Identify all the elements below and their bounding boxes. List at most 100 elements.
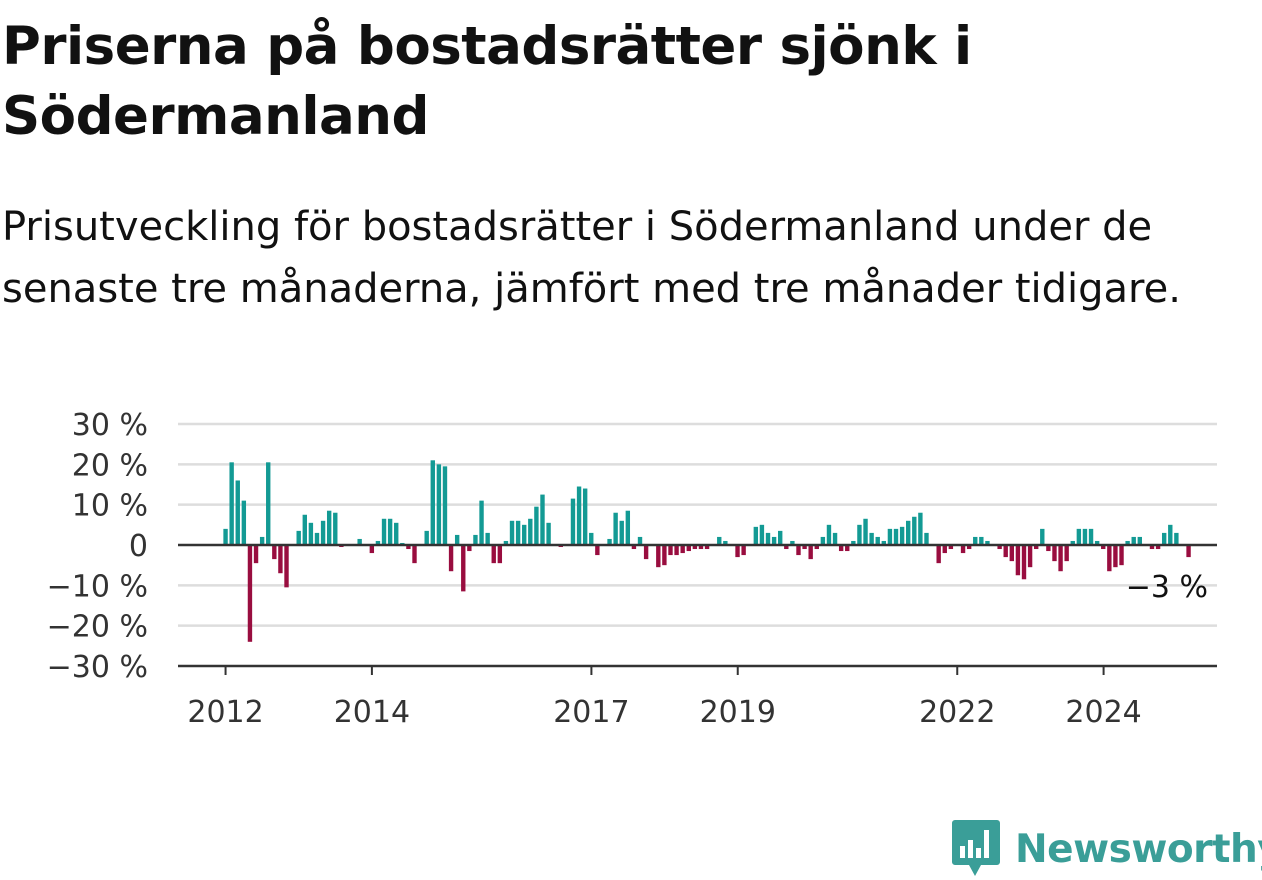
bar: [375, 540, 381, 545]
bar: [784, 545, 789, 550]
bar: [1101, 545, 1106, 550]
bar: [771, 536, 777, 545]
bar: [320, 520, 326, 545]
bar: [522, 524, 527, 545]
bar: [832, 532, 838, 545]
bar: [369, 545, 375, 554]
bar: [887, 528, 893, 545]
bar: [394, 522, 399, 545]
bar: [1094, 540, 1100, 545]
bar: [241, 500, 247, 545]
bar: [247, 545, 253, 642]
bar: [381, 518, 387, 545]
bar: [223, 528, 228, 545]
bar: [790, 540, 795, 545]
bar: [412, 545, 417, 564]
y-tick-label: 20 %: [72, 448, 148, 483]
bar: [631, 545, 637, 550]
bar: [1027, 545, 1033, 568]
bar: [454, 534, 460, 545]
bar: [259, 536, 265, 545]
y-tick-label: 0: [129, 529, 148, 564]
bar: [442, 466, 448, 545]
bar: [899, 526, 905, 545]
bar: [973, 536, 978, 545]
bar: [1021, 545, 1027, 580]
bar: [881, 540, 887, 545]
bar: [851, 540, 856, 545]
bar: [1168, 524, 1173, 545]
bar: [235, 480, 240, 545]
bar: [1113, 545, 1118, 568]
x-tick-label: 2012: [187, 695, 263, 730]
bar: [906, 520, 911, 545]
bar: [820, 536, 826, 545]
bar: [1155, 545, 1161, 550]
bar: [924, 532, 929, 545]
bar: [1003, 545, 1008, 558]
bar: [1107, 545, 1112, 572]
x-axis-ticks: 2012 2014 2017 2019 2022 2024: [187, 666, 1142, 730]
bar: [1034, 545, 1039, 550]
bar: [875, 536, 880, 545]
bar: [796, 545, 801, 556]
bar: [680, 545, 685, 554]
y-tick-label: 30 %: [72, 408, 148, 443]
bar: [814, 545, 819, 550]
bar: [473, 534, 478, 545]
chart-title: Priserna på bostadsrätter sjönk i Söderm…: [2, 16, 972, 147]
latest-value-annotation: −3 %: [1126, 570, 1208, 605]
bar: [302, 514, 307, 545]
bar: [1070, 540, 1075, 545]
bar: [448, 545, 454, 572]
bar: [1064, 545, 1069, 562]
bar: [1058, 545, 1063, 572]
bar: [534, 506, 539, 545]
bar: [491, 545, 496, 564]
bar: [966, 545, 972, 550]
y-tick-label: 10 %: [72, 489, 148, 524]
y-tick-label: −20 %: [47, 610, 148, 645]
bar: [723, 540, 728, 545]
brand-name: Newsworthy: [1015, 826, 1262, 872]
bar: [765, 532, 771, 545]
bar: [357, 538, 362, 545]
bar: [467, 545, 472, 552]
bar: [704, 545, 710, 550]
y-tick-label: −30 %: [47, 650, 148, 685]
bar: [406, 545, 411, 550]
gridlines: [178, 422, 1217, 627]
bar: [333, 512, 338, 545]
x-tick-label: 2014: [334, 695, 410, 730]
newsworthy-bar-chart-speech-bubble-icon: [952, 820, 1000, 876]
bar: [1186, 545, 1191, 558]
bar: [778, 530, 783, 545]
bar: [948, 545, 954, 550]
bar: [582, 488, 588, 545]
bar: [229, 462, 234, 545]
bar: [1119, 545, 1124, 566]
bar: [936, 545, 941, 564]
bar: [741, 545, 746, 556]
bar: [613, 512, 618, 545]
bar: [979, 536, 984, 545]
bar: [637, 536, 643, 545]
bar: [808, 545, 813, 560]
bar: [436, 464, 442, 545]
bar: [326, 510, 332, 545]
bar: [387, 518, 393, 545]
bar: [674, 545, 679, 556]
bar: [1046, 545, 1051, 552]
bar: [540, 494, 545, 545]
x-tick-label: 2017: [553, 695, 629, 730]
bar: [869, 532, 874, 545]
bar: [692, 545, 698, 550]
bar: [284, 545, 289, 588]
bar: [668, 545, 673, 556]
y-tick-label: −10 %: [47, 569, 148, 604]
bar: [253, 545, 259, 564]
bars: [223, 460, 1191, 642]
bar: [893, 528, 899, 545]
bar: [497, 545, 503, 564]
